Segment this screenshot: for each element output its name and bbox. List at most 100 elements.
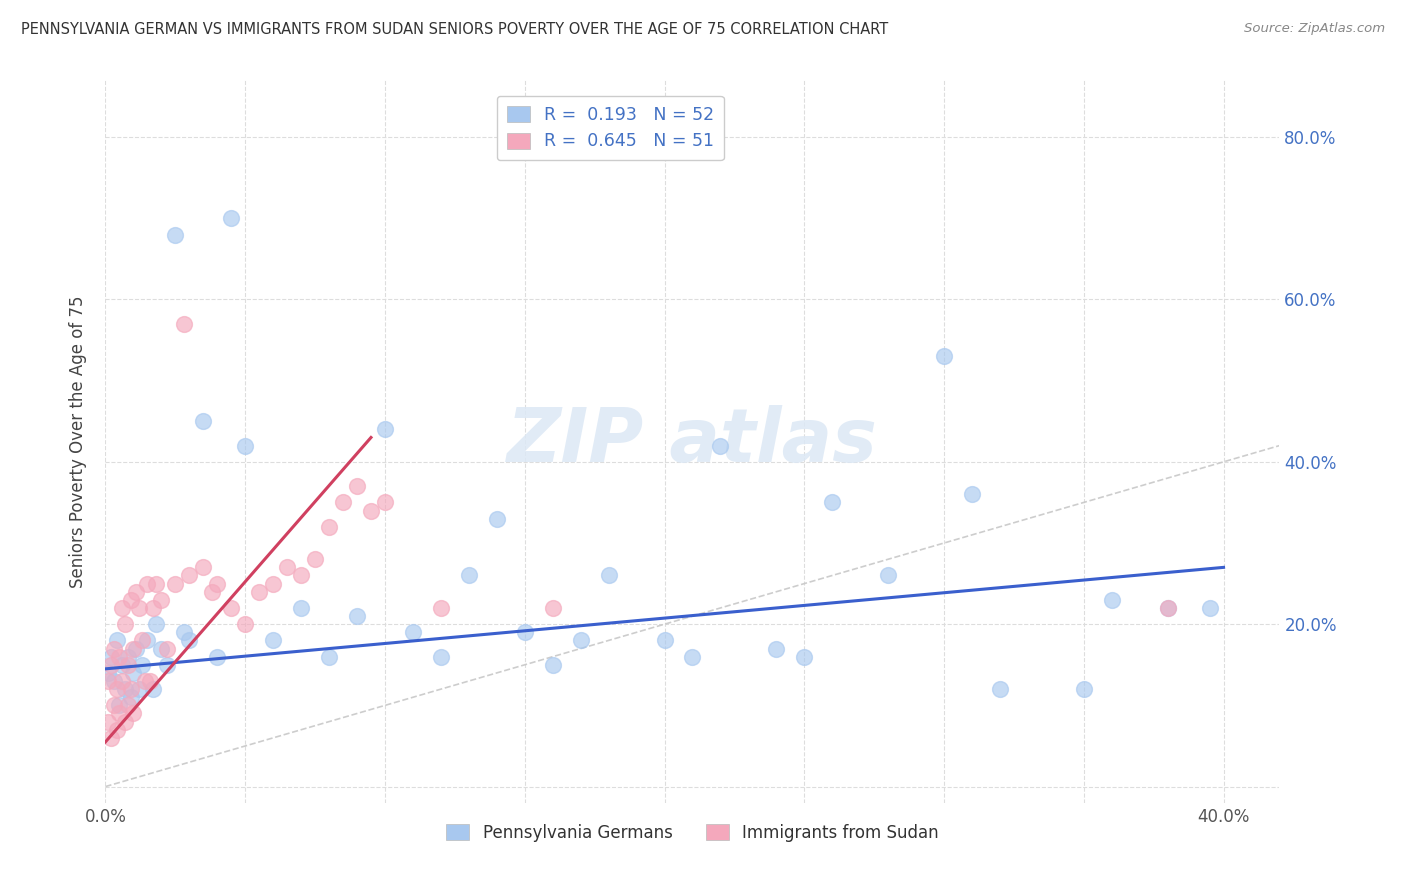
Point: [233, 439, 256, 453]
Point: [374, 422, 396, 436]
Point: [145, 617, 167, 632]
Point: [122, 665, 145, 680]
Point: [290, 601, 312, 615]
Point: [114, 714, 136, 729]
Point: [960, 487, 983, 501]
Point: [193, 414, 215, 428]
Point: [179, 633, 201, 648]
Point: [932, 349, 955, 363]
Point: [122, 706, 145, 721]
Text: ZIP atlas: ZIP atlas: [508, 405, 877, 478]
Point: [193, 560, 215, 574]
Point: [165, 576, 187, 591]
Point: [1156, 601, 1178, 615]
Point: [108, 706, 131, 721]
Point: [100, 657, 122, 672]
Point: [150, 592, 173, 607]
Point: [142, 682, 165, 697]
Point: [402, 625, 425, 640]
Point: [262, 576, 284, 591]
Point: [145, 576, 167, 591]
Point: [709, 439, 731, 453]
Point: [430, 601, 453, 615]
Point: [179, 568, 201, 582]
Point: [374, 495, 396, 509]
Point: [105, 682, 128, 697]
Point: [201, 584, 224, 599]
Point: [105, 633, 128, 648]
Point: [114, 617, 136, 632]
Point: [139, 673, 162, 688]
Point: [332, 495, 354, 509]
Point: [136, 633, 159, 648]
Point: [173, 625, 195, 640]
Point: [346, 609, 368, 624]
Point: [207, 649, 229, 664]
Point: [682, 649, 704, 664]
Point: [120, 690, 142, 705]
Point: [120, 592, 142, 607]
Point: [142, 601, 165, 615]
Point: [103, 641, 125, 656]
Point: [100, 731, 122, 745]
Point: [304, 552, 326, 566]
Point: [114, 682, 136, 697]
Point: [457, 568, 479, 582]
Point: [247, 584, 270, 599]
Point: [97, 665, 120, 680]
Point: [97, 714, 120, 729]
Point: [117, 649, 139, 664]
Point: [125, 641, 148, 656]
Point: [156, 641, 179, 656]
Point: [318, 520, 340, 534]
Point: [219, 601, 242, 615]
Point: [134, 673, 156, 688]
Point: [120, 682, 142, 697]
Point: [430, 649, 453, 664]
Point: [131, 657, 153, 672]
Point: [117, 698, 139, 713]
Point: [111, 673, 134, 688]
Point: [346, 479, 368, 493]
Point: [360, 503, 382, 517]
Point: [765, 641, 787, 656]
Point: [598, 568, 620, 582]
Point: [128, 601, 150, 615]
Point: [219, 211, 242, 226]
Point: [276, 560, 298, 574]
Point: [318, 649, 340, 664]
Point: [513, 625, 536, 640]
Point: [111, 657, 134, 672]
Y-axis label: Seniors Poverty Over the Age of 75: Seniors Poverty Over the Age of 75: [69, 295, 87, 588]
Point: [262, 633, 284, 648]
Point: [105, 723, 128, 737]
Point: [108, 649, 131, 664]
Point: [485, 511, 508, 525]
Point: [290, 568, 312, 582]
Point: [207, 576, 229, 591]
Point: [103, 698, 125, 713]
Text: Source: ZipAtlas.com: Source: ZipAtlas.com: [1244, 22, 1385, 36]
Point: [128, 682, 150, 697]
Point: [988, 682, 1011, 697]
Point: [100, 649, 122, 664]
Point: [654, 633, 676, 648]
Point: [108, 698, 131, 713]
Legend: Pennsylvania Germans, Immigrants from Sudan: Pennsylvania Germans, Immigrants from Su…: [439, 817, 946, 848]
Point: [1101, 592, 1123, 607]
Point: [1198, 601, 1220, 615]
Point: [136, 576, 159, 591]
Point: [1156, 601, 1178, 615]
Point: [131, 633, 153, 648]
Point: [877, 568, 900, 582]
Text: PENNSYLVANIA GERMAN VS IMMIGRANTS FROM SUDAN SENIORS POVERTY OVER THE AGE OF 75 : PENNSYLVANIA GERMAN VS IMMIGRANTS FROM S…: [21, 22, 889, 37]
Point: [111, 601, 134, 615]
Point: [122, 641, 145, 656]
Point: [173, 317, 195, 331]
Point: [541, 601, 564, 615]
Point: [233, 617, 256, 632]
Point: [1073, 682, 1095, 697]
Point: [117, 657, 139, 672]
Point: [125, 584, 148, 599]
Point: [569, 633, 592, 648]
